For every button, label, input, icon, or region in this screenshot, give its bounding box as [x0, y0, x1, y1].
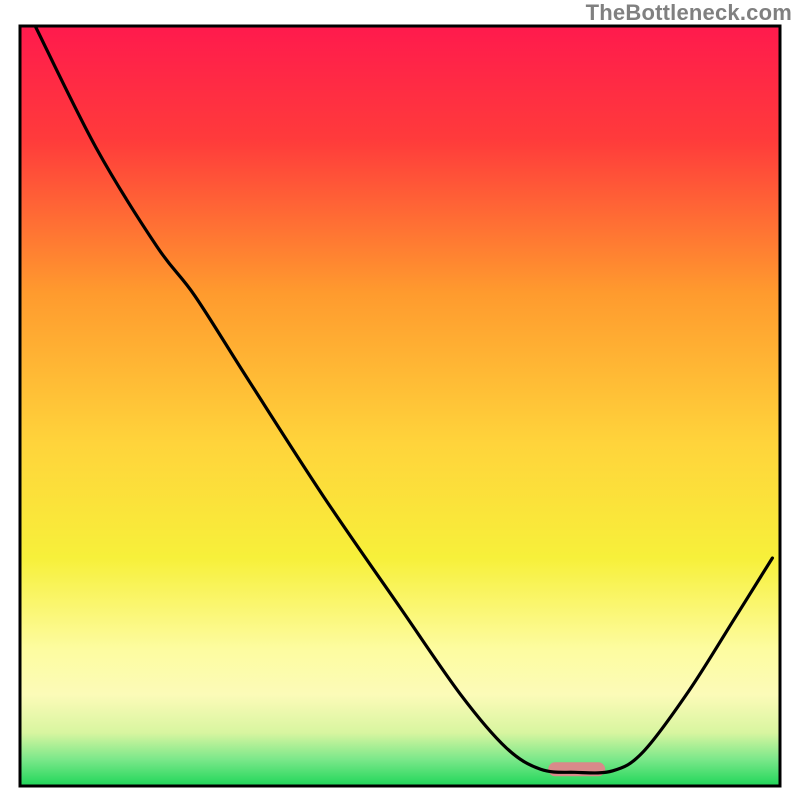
watermark-label: TheBottleneck.com [586, 0, 792, 26]
chart-container: TheBottleneck.com [0, 0, 800, 800]
chart-background [20, 26, 780, 786]
bottleneck-chart [0, 0, 800, 800]
